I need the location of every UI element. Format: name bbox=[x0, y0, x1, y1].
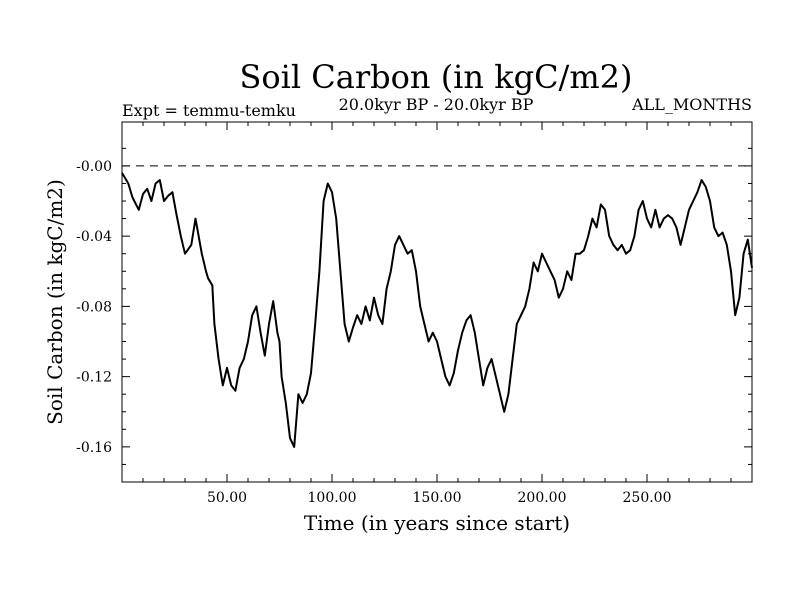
x-axis-ticks: 50.00 100.00 150.00 200.00 250.00 bbox=[142, 122, 732, 506]
plot-frame bbox=[121, 121, 753, 483]
y-tick-label: -0.00 bbox=[76, 159, 112, 175]
y-axis-ticks: -0.00 -0.04 -0.08 -0.12 -0.16 bbox=[76, 147, 752, 465]
experiment-label: Expt = temmu-temku bbox=[122, 101, 296, 120]
x-tick-label: 150.00 bbox=[413, 490, 462, 506]
y-axis-label: Soil Carbon (in kgC/m2) bbox=[43, 179, 67, 425]
x-tick-label: 250.00 bbox=[623, 490, 672, 506]
y-tick-label: -0.08 bbox=[76, 299, 112, 315]
chart-title: Soil Carbon (in kgC/m2) bbox=[239, 58, 632, 96]
x-tick-label: 50.00 bbox=[207, 490, 247, 506]
months-label: ALL_MONTHS bbox=[631, 95, 752, 114]
x-tick-label: 100.00 bbox=[308, 490, 357, 506]
x-tick-label: 200.00 bbox=[518, 490, 567, 506]
time-range-label: 20.0kyr BP - 20.0kyr BP bbox=[339, 95, 534, 114]
y-tick-label: -0.16 bbox=[76, 440, 112, 456]
y-tick-label: -0.04 bbox=[76, 229, 112, 245]
soil-carbon-line bbox=[121, 172, 753, 448]
y-tick-label: -0.12 bbox=[76, 370, 112, 386]
x-axis-label: Time (in years since start) bbox=[304, 511, 570, 535]
